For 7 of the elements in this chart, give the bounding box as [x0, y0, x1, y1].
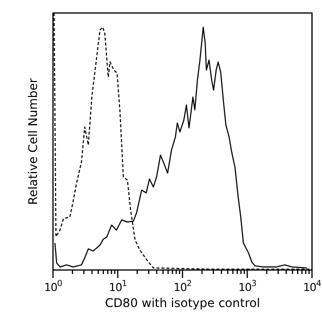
x-tick-label: 10$^{2}$ — [174, 278, 192, 294]
x-tick-label: 10$^{0}$ — [44, 278, 62, 294]
x-axis-title: CD80 with isotype control — [104, 296, 260, 310]
y-axis-title: Relative Cell Number — [26, 78, 40, 205]
x-tick-label: 10$^{4}$ — [303, 278, 322, 294]
x-tick-label: 10$^{3}$ — [238, 278, 256, 294]
x-tick-label: 10$^{1}$ — [108, 278, 127, 294]
